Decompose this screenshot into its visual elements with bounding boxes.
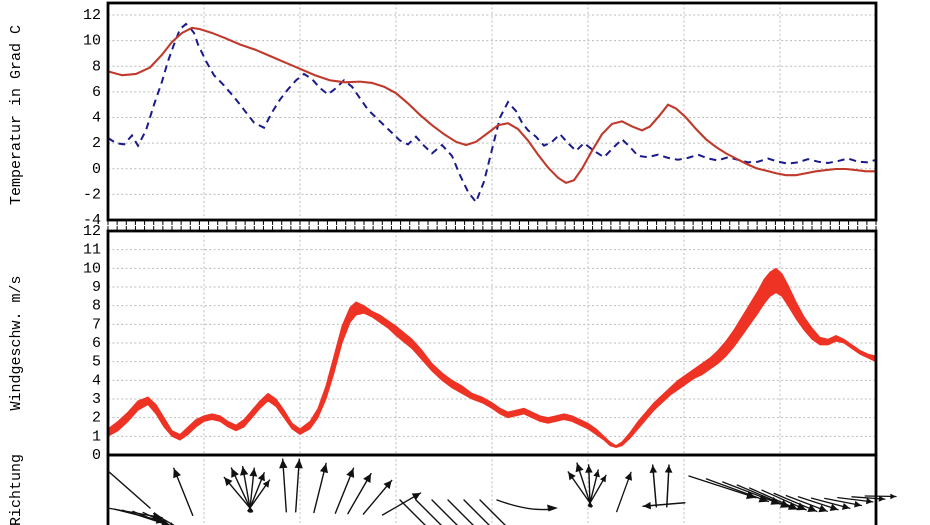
svg-text:8: 8 xyxy=(92,298,101,315)
svg-text:2: 2 xyxy=(92,135,101,152)
svg-text:Windgeschw. m/s: Windgeschw. m/s xyxy=(8,275,25,410)
svg-text:3: 3 xyxy=(92,391,101,408)
svg-text:11: 11 xyxy=(83,242,101,259)
svg-text:7: 7 xyxy=(92,316,101,333)
svg-text:-2: -2 xyxy=(83,186,101,203)
svg-text:12: 12 xyxy=(83,7,101,24)
svg-text:Richtung: Richtung xyxy=(8,454,25,525)
svg-text:9: 9 xyxy=(92,279,101,296)
svg-text:0: 0 xyxy=(92,161,101,178)
svg-text:0: 0 xyxy=(92,447,101,464)
svg-text:8: 8 xyxy=(92,58,101,75)
svg-text:2: 2 xyxy=(92,410,101,427)
svg-text:6: 6 xyxy=(92,84,101,101)
svg-text:10: 10 xyxy=(83,33,101,50)
svg-text:6: 6 xyxy=(92,335,101,352)
svg-text:4: 4 xyxy=(92,110,101,127)
svg-text:4: 4 xyxy=(92,372,101,389)
svg-text:12: 12 xyxy=(83,223,101,240)
svg-text:1: 1 xyxy=(92,428,101,445)
svg-text:5: 5 xyxy=(92,354,101,371)
svg-text:Temperatur in Grad C: Temperatur in Grad C xyxy=(8,25,25,205)
svg-text:10: 10 xyxy=(83,260,101,277)
